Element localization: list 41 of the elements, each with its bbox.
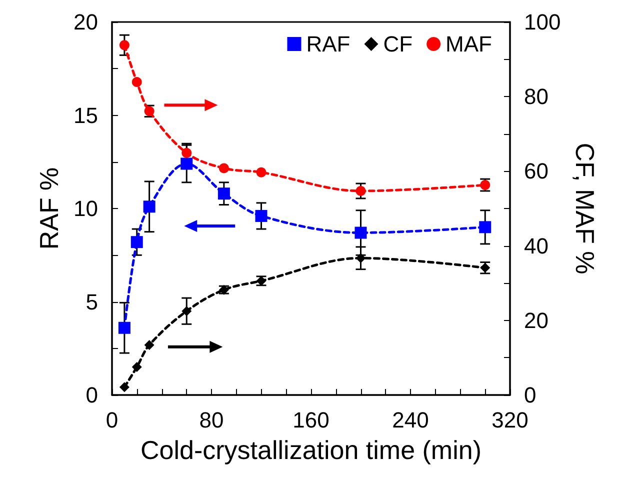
y2-tick-label: 0 — [524, 382, 536, 408]
y-tick-label: 0 — [86, 382, 98, 408]
y-tick-label: 20 — [74, 10, 98, 34]
point — [356, 253, 366, 264]
point — [119, 40, 130, 50]
x-tick-label: 160 — [292, 408, 330, 432]
x-tick-label: 240 — [392, 408, 429, 432]
point — [479, 221, 492, 234]
legend-label: MAF — [446, 32, 492, 56]
point — [132, 77, 142, 88]
point — [130, 236, 143, 248]
y2-tick-label: 100 — [524, 10, 561, 34]
y2-tick-label: 80 — [524, 84, 548, 110]
point — [182, 306, 192, 316]
point — [255, 210, 268, 222]
point — [182, 148, 192, 158]
y2-tick-label: 60 — [524, 158, 548, 184]
legend-label: RAF — [306, 32, 350, 56]
y-tick-label: 5 — [86, 289, 98, 314]
x-axis-title: Cold-crystallization time (min) — [140, 435, 482, 465]
point — [256, 167, 266, 178]
x-tick-label: 80 — [199, 408, 224, 432]
y2-axis-title: CF, MAF % — [570, 142, 600, 274]
point — [119, 382, 130, 392]
y2-tick-label: 20 — [524, 308, 548, 333]
x-tick-label: 0 — [106, 408, 118, 432]
point — [356, 186, 366, 196]
point — [144, 340, 154, 350]
y-axis-title: RAF % — [34, 167, 64, 250]
x-tick-label: 320 — [492, 408, 528, 432]
y-tick-label: 10 — [74, 196, 98, 221]
point — [132, 362, 142, 372]
legend-label: CF — [383, 32, 413, 56]
point — [118, 322, 130, 334]
point — [218, 163, 229, 174]
y2-tick-label: 40 — [524, 233, 548, 258]
point — [218, 188, 230, 200]
point — [143, 200, 156, 213]
y-tick-label: 15 — [74, 102, 98, 128]
point — [180, 158, 193, 170]
point — [354, 226, 367, 239]
